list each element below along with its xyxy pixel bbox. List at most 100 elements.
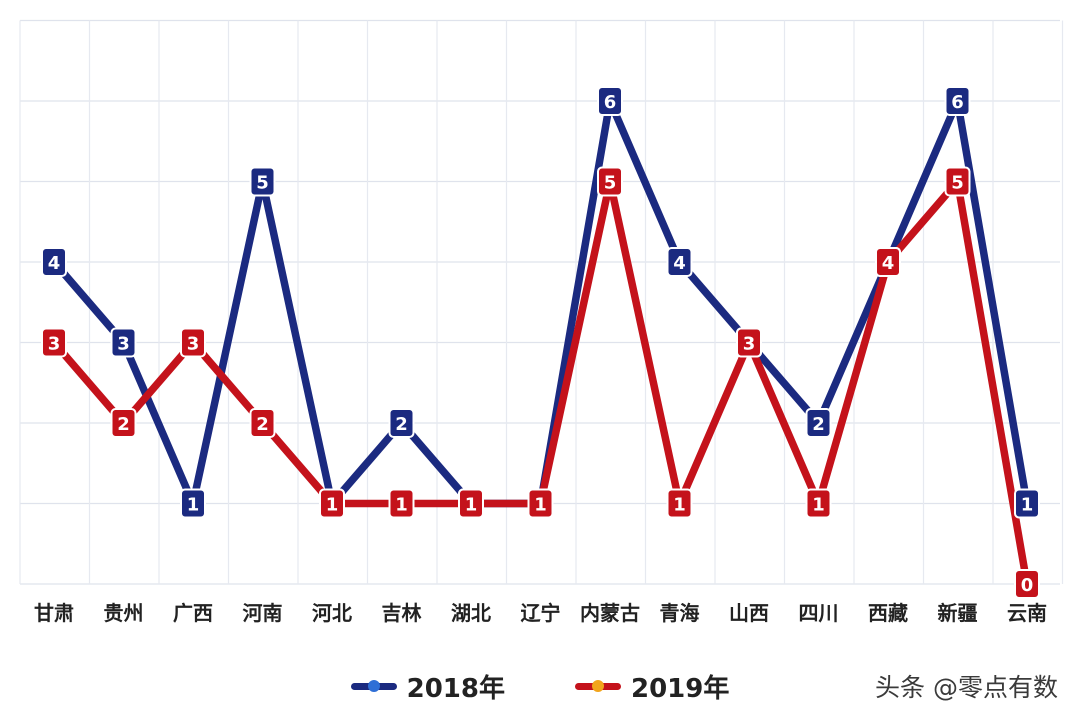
x-tick-label: 内蒙古 [580, 601, 640, 625]
data-marker [41, 327, 67, 358]
data-point[interactable]: 2 [110, 408, 137, 438]
legend-swatch-2019 [575, 680, 621, 692]
data-label: 1 [395, 495, 408, 516]
watermark: 头条 @零点有数 [875, 673, 1058, 702]
data-marker [666, 488, 693, 519]
series-line-0 [50, 97, 1031, 508]
legend-label-2018: 2018年 [406, 674, 505, 704]
data-label: 1 [812, 495, 825, 516]
data-marker [527, 488, 554, 519]
data-point[interactable]: 4 [666, 247, 693, 277]
data-label: 1 [1021, 495, 1034, 516]
data-label: 0 [1021, 575, 1034, 596]
data-label: 3 [117, 334, 130, 355]
x-tick-label: 甘肃 [34, 601, 74, 625]
data-point[interactable]: 1 [180, 488, 206, 519]
data-label: 6 [951, 92, 964, 113]
grid [19, 19, 1064, 585]
x-tick-label: 吉林 [382, 601, 422, 625]
x-tick-label: 山西 [729, 601, 769, 625]
data-point[interactable]: 3 [736, 327, 762, 358]
data-point[interactable]: 1 [388, 488, 415, 519]
data-label: 1 [187, 495, 200, 516]
data-marker [597, 86, 623, 116]
data-marker [805, 408, 832, 438]
data-label: 3 [48, 334, 61, 355]
x-tick-label: 广西 [173, 601, 213, 625]
data-label: 2 [395, 414, 408, 435]
data-point[interactable]: 1 [527, 488, 554, 519]
data-marker [597, 166, 623, 197]
data-point[interactable]: 0 [1014, 569, 1040, 599]
data-point[interactable]: 6 [944, 86, 971, 116]
data-marker [944, 86, 971, 116]
data-point[interactable]: 5 [249, 166, 276, 197]
data-marker [1014, 569, 1040, 599]
data-label: 3 [187, 334, 200, 355]
data-point[interactable]: 3 [110, 327, 137, 358]
data-label: 5 [256, 173, 269, 194]
data-marker [41, 247, 67, 277]
data-point[interactable]: 2 [805, 408, 832, 438]
data-marker [736, 327, 762, 358]
data-label: 3 [743, 334, 756, 355]
x-tick-label: 河南 [243, 601, 283, 625]
data-point[interactable]: 1 [1014, 488, 1040, 519]
legend-swatch-2018 [350, 680, 397, 692]
x-tick-label: 贵州 [104, 601, 144, 625]
x-axis-labels: 甘肃 贵州 广西 河南 河北 吉林 湖北 辽宁 内蒙古 青海 山西 四川 西藏 新疆 云南 [34, 601, 1047, 625]
series-line-1 [50, 177, 1031, 588]
data-marker [110, 327, 137, 358]
data-marker [319, 488, 345, 519]
data-marker [180, 488, 206, 519]
data-point[interactable]: 2 [249, 408, 276, 438]
data-marker [388, 488, 415, 519]
data-point[interactable]: 1 [666, 488, 693, 519]
data-marker [944, 166, 971, 197]
x-tick-label: 辽宁 [521, 601, 561, 625]
data-label: 4 [673, 253, 686, 274]
data-marker [1014, 488, 1040, 519]
data-marker [249, 166, 276, 197]
data-label: 5 [951, 173, 964, 194]
data-label: 2 [256, 414, 269, 435]
x-tick-label: 西藏 [868, 601, 908, 625]
data-point[interactable]: 4 [875, 247, 901, 277]
data-label: 6 [604, 92, 617, 113]
data-label: 1 [465, 495, 478, 516]
data-marker [666, 247, 693, 277]
data-label: 4 [882, 253, 895, 274]
x-tick-label: 新疆 [938, 601, 978, 625]
data-point[interactable]: 2 [388, 408, 415, 438]
data-markers: 431512116432461323211115131450 [41, 86, 1040, 599]
data-label: 1 [534, 495, 547, 516]
data-label: 4 [48, 253, 61, 274]
x-tick-label: 湖北 [451, 601, 491, 625]
legend-label-2019: 2019年 [631, 674, 730, 704]
data-point[interactable]: 1 [805, 488, 832, 519]
data-point[interactable]: 6 [597, 86, 623, 116]
legend-item-2018[interactable]: 2018年 [350, 668, 505, 705]
data-point[interactable]: 3 [41, 327, 67, 358]
x-tick-label: 四川 [799, 601, 839, 625]
data-point[interactable]: 1 [458, 488, 484, 519]
data-point[interactable]: 1 [319, 488, 345, 519]
data-marker [458, 488, 484, 519]
data-label: 5 [604, 173, 617, 194]
data-marker [388, 408, 415, 438]
data-marker [249, 408, 276, 438]
x-tick-label: 云南 [1007, 601, 1047, 625]
data-marker [110, 408, 137, 438]
data-marker [805, 488, 832, 519]
data-label: 2 [117, 414, 130, 435]
x-tick-label: 河北 [312, 601, 352, 625]
legend-item-2019[interactable]: 2019年 [575, 668, 729, 705]
data-label: 1 [326, 495, 339, 516]
data-point[interactable]: 3 [180, 327, 206, 358]
x-tick-label: 青海 [660, 601, 700, 625]
data-label: 2 [812, 414, 825, 435]
data-point[interactable]: 4 [41, 247, 67, 277]
data-point[interactable]: 5 [597, 166, 623, 197]
data-point[interactable]: 5 [944, 166, 971, 197]
